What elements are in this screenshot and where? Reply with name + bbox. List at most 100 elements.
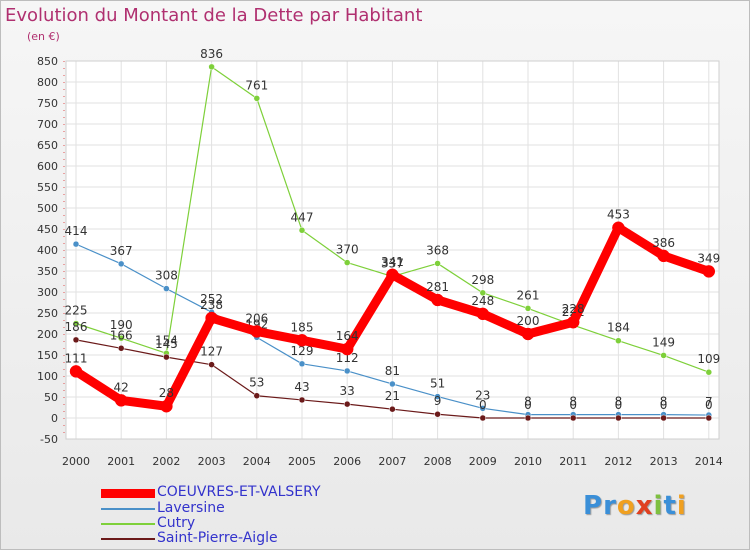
data-point-saint-pierre-aigle — [389, 405, 396, 413]
data-label-coeuvres-et-valsery: 238 — [200, 298, 223, 312]
y-tick-label: 250 — [37, 307, 58, 320]
y-tick-label: 700 — [37, 118, 58, 131]
data-point-cutry — [615, 337, 622, 344]
data-label-coeuvres-et-valsery: 228 — [562, 302, 585, 316]
legend-label: Saint-Pierre-Aigle — [157, 530, 278, 546]
data-label-saint-pierre-aigle: 33 — [340, 384, 355, 398]
unit-label: (en €) — [27, 30, 60, 43]
data-point-saint-pierre-aigle — [208, 361, 215, 368]
data-point-laversine — [479, 405, 487, 412]
data-point-saint-pierre-aigle — [298, 396, 306, 404]
data-label-saint-pierre-aigle: 9 — [434, 394, 442, 408]
data-point-cutry — [298, 227, 306, 234]
data-label-saint-pierre-aigle: 186 — [65, 320, 88, 334]
data-label-laversine: 112 — [336, 351, 359, 365]
data-point-saint-pierre-aigle — [72, 336, 80, 344]
data-label-laversine: 23 — [475, 388, 490, 402]
data-point-cutry — [660, 352, 667, 359]
data-label-saint-pierre-aigle: 53 — [249, 376, 264, 390]
data-point-laversine — [298, 360, 306, 368]
data-label-coeuvres-et-valsery: 349 — [697, 251, 720, 265]
data-label-cutry: 337 — [381, 256, 404, 270]
data-label-cutry: 370 — [336, 243, 359, 257]
x-tick-label: 2003 — [198, 455, 226, 468]
data-point-coeuvres-et-valsery — [160, 399, 173, 413]
data-label-cutry: 225 — [65, 304, 88, 318]
data-point-saint-pierre-aigle — [163, 353, 170, 361]
x-tick-label: 2001 — [107, 455, 135, 468]
x-tick-label: 2005 — [288, 455, 316, 468]
data-point-cutry — [524, 305, 532, 312]
data-point-saint-pierre-aigle — [434, 410, 441, 418]
data-label-laversine: 308 — [155, 269, 178, 283]
y-tick-label: 100 — [37, 370, 58, 383]
data-point-cutry — [117, 334, 125, 342]
data-label-saint-pierre-aigle: 0 — [660, 398, 668, 412]
data-label-cutry: 190 — [110, 318, 133, 332]
y-tick-label: 850 — [37, 55, 58, 68]
y-tick-label: 0 — [51, 412, 58, 425]
data-point-coeuvres-et-valsery — [250, 325, 264, 338]
legend-swatch — [101, 489, 155, 498]
data-label-laversine: 8 — [569, 395, 577, 409]
data-label-coeuvres-et-valsery: 164 — [336, 329, 359, 343]
y-tick-label: 450 — [37, 223, 58, 236]
data-point-coeuvres-et-valsery — [431, 293, 444, 307]
legend-swatch — [101, 523, 155, 525]
data-point-saint-pierre-aigle — [615, 414, 622, 422]
data-point-coeuvres-et-valsery — [340, 342, 354, 356]
legend-label: COEUVRES-ET-VALSERY — [157, 484, 321, 500]
data-label-saint-pierre-aigle: 145 — [155, 337, 178, 351]
data-label-coeuvres-et-valsery: 386 — [652, 236, 675, 250]
data-label-laversine: 367 — [110, 244, 133, 258]
plot-border — [65, 60, 720, 440]
data-label-laversine: 81 — [385, 364, 400, 378]
data-point-cutry — [434, 260, 441, 267]
x-tick-label: 2010 — [514, 455, 542, 468]
x-tick-label: 2009 — [469, 455, 497, 468]
x-tick-label: 2011 — [559, 455, 587, 468]
x-tick-label: 2000 — [62, 455, 90, 468]
data-label-cutry: 836 — [200, 47, 223, 61]
data-point-laversine — [389, 380, 396, 388]
data-label-cutry: 184 — [607, 321, 630, 335]
data-label-cutry: 149 — [652, 335, 675, 349]
data-point-cutry — [343, 259, 351, 266]
data-point-laversine — [343, 367, 351, 375]
data-label-saint-pierre-aigle: 127 — [200, 345, 223, 359]
data-point-coeuvres-et-valsery — [702, 265, 716, 278]
data-point-saint-pierre-aigle — [479, 414, 487, 422]
data-point-saint-pierre-aigle — [253, 392, 261, 399]
data-point-saint-pierre-aigle — [117, 345, 125, 352]
data-point-cutry — [72, 320, 80, 327]
data-label-cutry: 368 — [426, 243, 449, 257]
data-point-saint-pierre-aigle — [343, 400, 351, 408]
data-label-cutry: 261 — [517, 288, 540, 302]
y-tick-label: 600 — [37, 160, 58, 173]
data-label-coeuvres-et-valsery: 453 — [607, 208, 630, 222]
x-tick-label: 2002 — [152, 455, 180, 468]
data-label-laversine: 414 — [65, 224, 88, 238]
legend-swatch — [101, 538, 155, 540]
data-label-saint-pierre-aigle: 0 — [569, 398, 577, 412]
legend-swatch — [101, 508, 155, 510]
data-label-saint-pierre-aigle: 21 — [385, 389, 400, 403]
data-point-saint-pierre-aigle — [524, 414, 532, 422]
data-point-cutry — [705, 368, 713, 376]
data-label-coeuvres-et-valsery: 28 — [159, 386, 174, 400]
data-label-saint-pierre-aigle: 0 — [479, 398, 487, 412]
data-point-cutry — [253, 95, 261, 102]
x-tick-label: 2013 — [650, 455, 678, 468]
x-tick-label: 2004 — [243, 455, 271, 468]
data-point-coeuvres-et-valsery — [69, 365, 83, 378]
data-label-cutry: 761 — [245, 78, 268, 92]
data-label-saint-pierre-aigle: 43 — [294, 380, 309, 394]
data-point-coeuvres-et-valsery — [114, 394, 128, 407]
y-tick-label: 650 — [37, 139, 58, 152]
data-label-saint-pierre-aigle: 166 — [110, 328, 133, 342]
data-point-coeuvres-et-valsery — [521, 327, 535, 341]
data-label-saint-pierre-aigle: 0 — [524, 398, 532, 412]
data-label-laversine: 51 — [430, 377, 445, 391]
data-label-cutry: 109 — [697, 352, 720, 366]
y-tick-label: 400 — [37, 244, 58, 257]
